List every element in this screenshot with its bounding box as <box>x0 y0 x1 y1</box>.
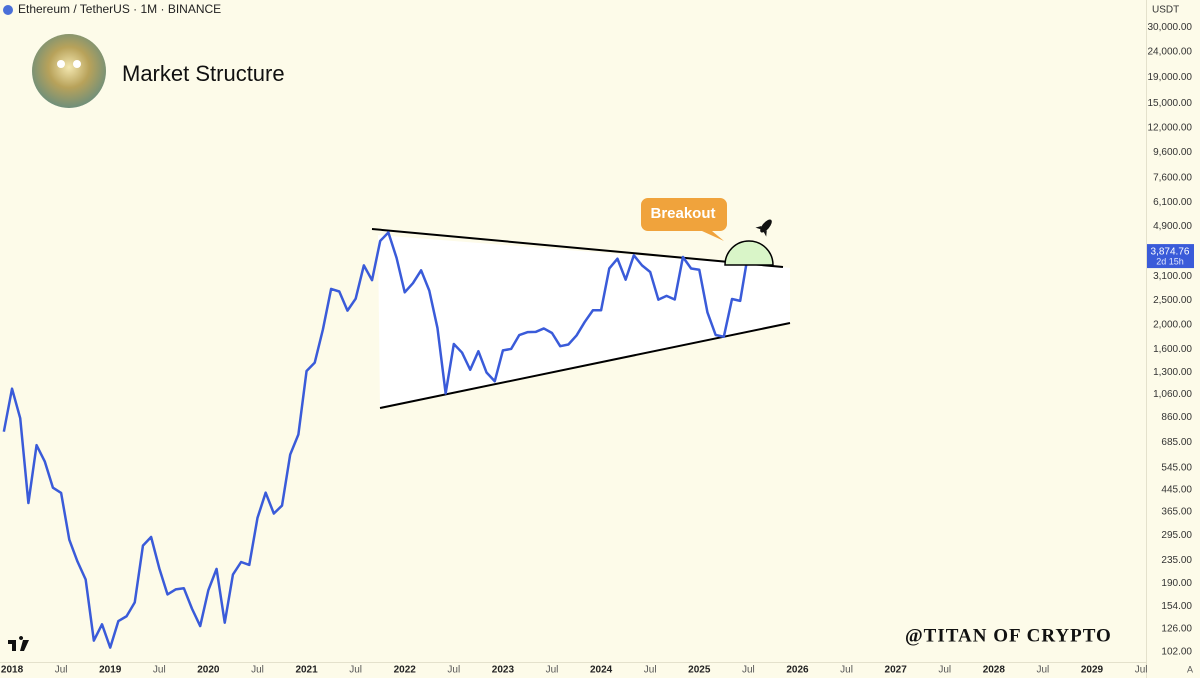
y-tick-label: 3,100.00 <box>1153 271 1192 282</box>
y-tick-label: 190.00 <box>1161 578 1192 589</box>
y-tick-label: 860.00 <box>1161 412 1192 423</box>
price-label: 3,874.76 <box>1151 247 1190 258</box>
breakout-callout <box>641 198 727 241</box>
y-tick-label: 30,000.00 <box>1148 22 1193 33</box>
symbol-title: Ethereum / TetherUS · 1M · BINANCE <box>18 2 221 16</box>
y-tick-label: 235.00 <box>1161 555 1192 566</box>
x-tick-label: Jul <box>55 665 68 676</box>
axis-mode: A <box>1187 664 1193 674</box>
x-tick-label: 2029 <box>1081 665 1104 676</box>
y-tick-label: 685.00 <box>1161 437 1192 448</box>
y-tick-label: 1,600.00 <box>1153 344 1192 355</box>
y-tick-label: 19,000.00 <box>1148 72 1193 83</box>
chart-title: Market Structure <box>122 61 285 86</box>
avatar <box>32 34 106 108</box>
x-tick-label: Jul <box>742 665 755 676</box>
y-tick-label: 365.00 <box>1161 506 1192 517</box>
y-tick-label: 154.00 <box>1161 601 1192 612</box>
x-tick-label: Jul <box>938 665 951 676</box>
x-tick-label: 2027 <box>885 665 908 676</box>
x-tick-label: Jul <box>1135 665 1148 676</box>
x-tick-label: 2024 <box>590 665 613 676</box>
x-tick-label: 2020 <box>197 665 220 676</box>
y-tick-label: 102.00 <box>1161 646 1192 657</box>
x-tick-label: 2026 <box>786 665 809 676</box>
y-tick-label: 24,000.00 <box>1148 46 1193 57</box>
x-tick-label: Jul <box>644 665 657 676</box>
price-label-box <box>1147 244 1194 269</box>
y-tick-label: 9,600.00 <box>1153 147 1192 158</box>
breakout-circle <box>724 240 774 266</box>
x-tick-label: Jul <box>349 665 362 676</box>
y-tick-label: 1,300.00 <box>1153 367 1192 378</box>
avatar-eye <box>73 60 81 68</box>
y-tick-label: 12,000.00 <box>1148 122 1193 133</box>
y-tick-label: 6,100.00 <box>1153 197 1192 208</box>
y-tick-label: 15,000.00 <box>1148 98 1193 109</box>
watermark: @TITAN OF CRYPTO <box>905 625 1112 646</box>
x-tick-label: 2019 <box>99 665 122 676</box>
x-tick-label: Jul <box>546 665 559 676</box>
avatar-eye <box>57 60 65 68</box>
y-tick-label: 7,600.00 <box>1153 173 1192 184</box>
y-tick-label: 1,060.00 <box>1153 389 1192 400</box>
x-tick-label: 2022 <box>394 665 417 676</box>
breakout-label: Breakout <box>650 205 715 222</box>
y-tick-label: 126.00 <box>1161 623 1192 634</box>
x-tick-label: 2028 <box>983 665 1006 676</box>
x-tick-label: 2018 <box>1 665 24 676</box>
y-tick-label: 295.00 <box>1161 530 1192 541</box>
symbol-icon <box>3 5 13 15</box>
x-tick-label: 2021 <box>295 665 318 676</box>
x-tick-label: 2025 <box>688 665 711 676</box>
price-countdown: 2d 15h <box>1156 256 1184 266</box>
currency-label: USDT <box>1152 5 1179 16</box>
y-tick-label: 445.00 <box>1161 485 1192 496</box>
x-tick-label: Jul <box>447 665 460 676</box>
y-tick-label: 2,000.00 <box>1153 319 1192 330</box>
y-tick-label: 545.00 <box>1161 462 1192 473</box>
x-tick-label: Jul <box>1037 665 1050 676</box>
x-tick-label: 2023 <box>492 665 515 676</box>
x-tick-label: Jul <box>251 665 264 676</box>
rocket-icon <box>755 219 772 237</box>
tradingview-logo <box>8 636 29 651</box>
y-tick-label: 4,900.00 <box>1153 221 1192 232</box>
y-tick-label: 2,500.00 <box>1153 295 1192 306</box>
upper-trendline <box>371 228 784 268</box>
price-line <box>2 231 750 649</box>
x-tick-label: Jul <box>840 665 853 676</box>
x-tick-label: Jul <box>153 665 166 676</box>
